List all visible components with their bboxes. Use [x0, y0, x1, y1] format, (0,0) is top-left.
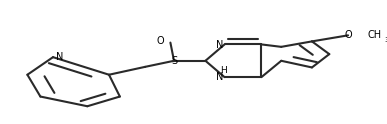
Text: 3: 3	[385, 37, 387, 43]
Text: H: H	[221, 66, 227, 75]
Text: N: N	[56, 52, 63, 62]
Text: N: N	[216, 40, 223, 50]
Text: CH: CH	[368, 30, 382, 40]
Text: S: S	[171, 56, 177, 66]
Text: O: O	[156, 36, 164, 46]
Text: O: O	[344, 30, 352, 40]
Text: N: N	[216, 72, 223, 82]
